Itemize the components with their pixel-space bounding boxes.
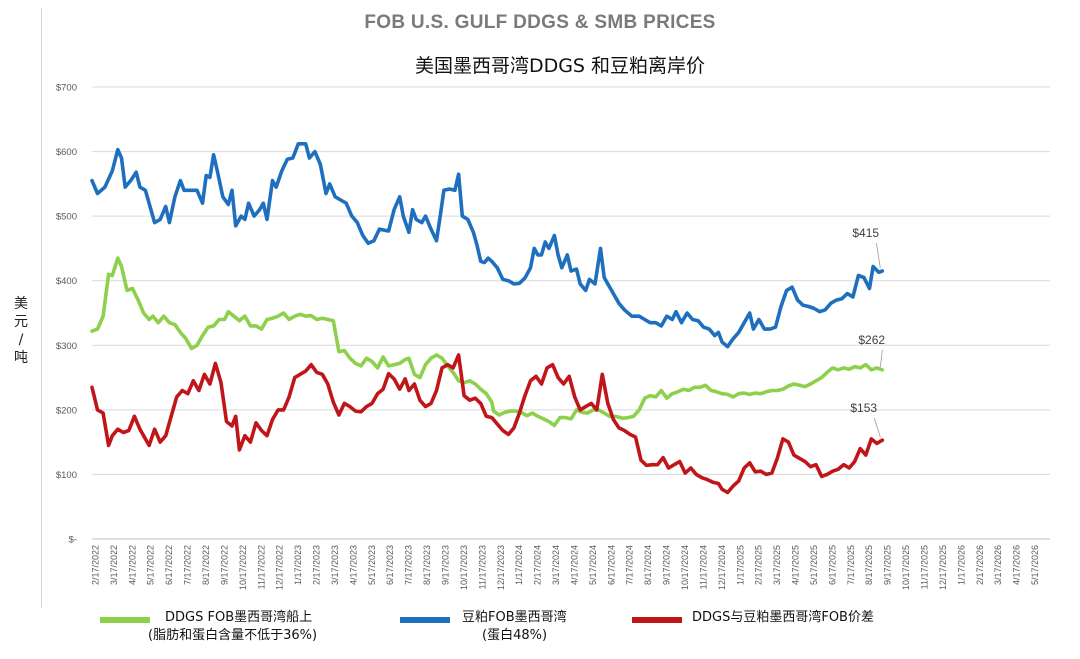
series-line-0 — [90, 142, 885, 349]
x-tick-label: 4/17/2025 — [791, 545, 801, 585]
y-tick-label: $700 — [56, 83, 77, 94]
x-tick-label: 2/17/2026 — [975, 545, 985, 585]
end-value-label: $415 — [852, 226, 879, 240]
x-tick-label: 8/17/2025 — [864, 545, 874, 585]
end-label-leader — [873, 418, 881, 438]
x-tick-label: 2/17/2022 — [90, 545, 100, 585]
series-line-1 — [90, 256, 885, 428]
x-tick-label: 3/17/2023 — [330, 545, 340, 585]
chart-title-box: 美国墨西哥湾DDGS 和豆粕离岸价 — [360, 40, 760, 88]
x-tick-label: 10/17/2025 — [901, 545, 911, 590]
x-tick-label: 7/17/2025 — [846, 545, 856, 585]
x-tick-label: 3/17/2022 — [109, 545, 119, 585]
legend: DDGS FOB墨西哥湾船上 (脂肪和蛋白含量不低于36%) 豆粕FOB墨西哥湾… — [0, 610, 1080, 659]
y-tick-label: $100 — [56, 470, 77, 481]
x-tick-label: 6/17/2022 — [164, 545, 174, 585]
x-tick-label: 11/17/2023 — [477, 545, 487, 589]
x-tick-label: 5/17/2022 — [146, 545, 156, 585]
x-tick-label: 1/17/2025 — [735, 545, 745, 585]
line-chart: $- $100 $200 $300 $400 $500 $600 $700 2/17/2022 3… — [56, 83, 1050, 590]
x-tick-label: 8/17/2022 — [201, 545, 211, 585]
x-tick-label: 12/17/2025 — [938, 545, 948, 590]
series-line-2 — [90, 353, 885, 495]
x-tick-label: 3/17/2026 — [993, 545, 1003, 585]
x-tick-label: 4/17/2026 — [1012, 545, 1022, 585]
x-tick-label: 12/17/2023 — [496, 545, 506, 590]
x-tick-label: 10/17/2024 — [680, 545, 690, 590]
x-tick-label: 5/17/2023 — [367, 545, 377, 585]
x-tick-label: 6/17/2023 — [385, 545, 395, 585]
x-tick-label: 5/17/2025 — [809, 545, 819, 585]
legend-swatch-ddgs — [100, 617, 150, 623]
chart-title-english: FOB U.S. GULF DDGS & SMB PRICES — [364, 12, 716, 33]
end-label-leader — [875, 242, 881, 269]
y-tick-label: $600 — [56, 147, 77, 158]
x-tick-label: 7/17/2023 — [404, 545, 414, 585]
y-tick-label: $500 — [56, 212, 77, 223]
legend-note-smb: (蛋白48%) — [482, 628, 548, 643]
x-tick-label: 11/17/2024 — [698, 545, 708, 589]
x-tick-label: 11/17/2022 — [256, 545, 266, 589]
chart-title-chinese: 美国墨西哥湾DDGS 和豆粕离岸价 — [414, 54, 706, 77]
x-tick-label: 9/17/2025 — [883, 545, 893, 585]
x-tick-label: 3/17/2024 — [551, 545, 561, 585]
x-tick-label: 9/17/2024 — [662, 545, 672, 585]
y-tick-label: $- — [69, 535, 77, 546]
x-tick-label: 4/17/2022 — [127, 545, 137, 585]
x-tick-label: 2/17/2023 — [312, 545, 322, 585]
x-tick-label: 1/17/2024 — [514, 545, 524, 585]
x-tick-label: 4/17/2024 — [569, 545, 579, 585]
y-tick-label: $400 — [56, 276, 77, 287]
legend-label-smb: 豆粕FOB墨西哥湾 — [462, 610, 567, 625]
x-tick-label: 7/17/2024 — [625, 545, 635, 585]
end-value-label: $153 — [850, 401, 877, 415]
x-tick-label: 3/17/2025 — [772, 545, 782, 585]
legend-swatch-smb — [400, 617, 450, 623]
x-tick-label: 11/17/2025 — [920, 545, 930, 589]
x-tick-label: 2/17/2024 — [533, 545, 543, 585]
x-tick-label: 1/17/2023 — [293, 545, 303, 585]
x-tick-label: 5/17/2024 — [588, 545, 598, 585]
x-tick-label: 10/17/2023 — [459, 545, 469, 590]
x-tick-label: 12/17/2022 — [275, 545, 285, 590]
x-tick-label: 9/17/2023 — [441, 545, 451, 585]
legend-note-ddgs: (脂肪和蛋白含量不低于36%) — [148, 628, 318, 643]
x-tick-label: 7/17/2022 — [183, 545, 193, 585]
end-label-leader — [879, 349, 883, 367]
x-tick-label: 4/17/2023 — [348, 545, 358, 585]
x-tick-label: 5/17/2026 — [1030, 545, 1040, 585]
y-axis-label: 美元 / 吨 — [14, 296, 28, 366]
end-value-label: $262 — [858, 333, 885, 347]
y-tick-label: $200 — [56, 405, 77, 416]
x-tick-label: 9/17/2022 — [219, 545, 229, 585]
legend-swatch-spread — [632, 617, 682, 623]
x-tick-label: 6/17/2025 — [827, 545, 837, 585]
x-tick-label: 8/17/2024 — [643, 545, 653, 585]
y-tick-label: $300 — [56, 341, 77, 352]
left-border-line — [41, 8, 42, 608]
x-tick-label: 10/17/2022 — [238, 545, 248, 590]
x-tick-label: 1/17/2026 — [956, 545, 966, 585]
x-tick-label: 6/17/2024 — [606, 545, 616, 585]
x-tick-label: 8/17/2023 — [422, 545, 432, 585]
x-tick-label: 12/17/2024 — [717, 545, 727, 590]
x-tick-label: 2/17/2025 — [754, 545, 764, 585]
legend-label-spread: DDGS与豆粕墨西哥湾FOB价差 — [692, 610, 874, 625]
legend-label-ddgs: DDGS FOB墨西哥湾船上 — [165, 610, 313, 625]
